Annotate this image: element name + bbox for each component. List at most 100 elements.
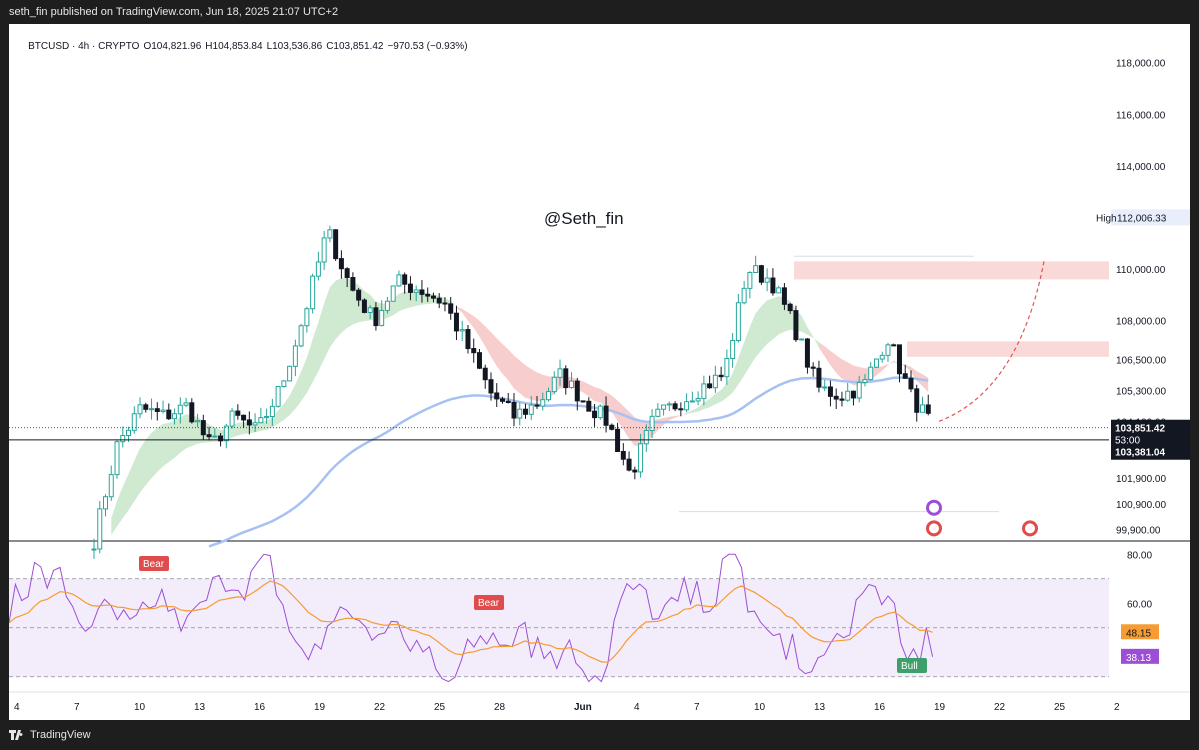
candle-body: [580, 400, 586, 403]
high-value: H104,853.84: [205, 41, 263, 52]
candle-body: [390, 285, 396, 302]
rsi-ma-line: [9, 580, 933, 663]
candle-body: [689, 400, 695, 403]
high-tag-label: High: [1096, 213, 1117, 224]
price-tick-label: 101,900.00: [1116, 474, 1166, 485]
candle-body: [730, 339, 736, 359]
current-price-value: 103,851.42: [1115, 424, 1165, 435]
candle-body: [557, 368, 563, 378]
time-tick-label: 28: [494, 702, 506, 713]
resistance-zone: [907, 341, 1109, 357]
candle-body: [436, 297, 442, 304]
projection-path: [938, 261, 1045, 422]
bull-ribbon: [899, 363, 906, 367]
candle-body: [103, 496, 109, 510]
close-value: C103,851.42: [326, 41, 384, 52]
candle-body: [281, 380, 287, 387]
candle-body: [235, 410, 241, 416]
candle-body: [891, 344, 897, 347]
candle-body: [252, 422, 258, 426]
candle-body: [430, 295, 436, 299]
price-chart[interactable]: 118,000.00 116,000.00 114,000.00 110,000.00…: [9, 24, 1190, 720]
candle-body: [361, 299, 367, 313]
candle-body: [206, 434, 212, 438]
candle-body: [304, 308, 310, 327]
candle-body: [367, 307, 373, 313]
time-tick-label: 13: [194, 702, 206, 713]
candle-body: [919, 404, 925, 413]
candle-body: [615, 428, 621, 452]
candle-body: [258, 417, 264, 424]
candle-body: [229, 410, 235, 427]
publish-header: seth_fin published on TradingView.com, J…: [9, 6, 339, 18]
candle-body: [275, 385, 281, 407]
ohlc-legend: BTCUSD · 4h · CRYPTO O104,821.96 H104,853.…: [17, 30, 472, 63]
candle-body: [695, 397, 701, 402]
price-tick-label: 108,000.00: [1116, 317, 1166, 328]
candle-body: [845, 390, 851, 401]
candle-body: [246, 419, 252, 426]
price-tick-label: 106,500.00: [1116, 355, 1166, 366]
candle-body: [356, 289, 362, 301]
candle-body: [839, 398, 845, 401]
low-value: L103,536.86: [266, 41, 323, 52]
symbol-label: BTCUSD · 4h · CRYPTO: [28, 41, 140, 52]
time-tick-label: 4: [634, 702, 640, 713]
candle-body: [373, 307, 379, 327]
price-tick-label: 105,300.00: [1116, 386, 1166, 397]
candle-body: [114, 441, 120, 476]
candle-body: [597, 405, 603, 419]
brand-label: TradingView: [30, 729, 91, 741]
candle-body: [218, 435, 224, 442]
candle-body: [396, 274, 402, 287]
candle-body: [707, 383, 713, 389]
time-tick-label: 10: [134, 702, 146, 713]
candle-body: [678, 408, 684, 411]
candle-body: [344, 268, 350, 279]
footer-bar: TradingView: [0, 720, 1199, 750]
candle-body: [241, 414, 247, 421]
candle-body: [379, 309, 385, 327]
price-tick-label: 99,900.00: [1116, 526, 1161, 537]
candle-body: [511, 401, 517, 419]
price-tick-label: 116,000.00: [1116, 110, 1166, 121]
candle-body: [546, 391, 552, 401]
time-tick-label: Jun: [574, 702, 592, 713]
bear-ribbon: [456, 306, 681, 446]
candle-body: [758, 265, 764, 283]
bull-ribbon: [813, 336, 819, 348]
candle-body: [672, 403, 678, 410]
candle-body: [643, 429, 649, 445]
bull-signal-badge: [897, 658, 927, 673]
candle-body: [666, 403, 672, 406]
candle-body: [816, 367, 822, 388]
chart-frame[interactable]: 118,000.00 116,000.00 114,000.00 110,000.00…: [9, 24, 1190, 720]
candle-body: [914, 388, 920, 413]
candle-body: [810, 366, 816, 369]
price-tick-label: 114,000.00: [1116, 162, 1166, 173]
candle-body: [747, 272, 753, 289]
candle-body: [787, 303, 793, 312]
rsi-tag: [1121, 648, 1159, 664]
candle-body: [626, 458, 632, 471]
candle-body: [131, 413, 137, 431]
event-icon-inner: [929, 502, 939, 513]
candle-body: [264, 416, 270, 419]
candle-body: [523, 408, 529, 415]
candle-body: [137, 404, 143, 415]
candle-body: [407, 283, 413, 293]
bull-ribbon: [111, 278, 451, 535]
candle-body: [177, 404, 183, 415]
time-tick-label: 7: [694, 702, 700, 713]
candle-body: [321, 237, 327, 263]
tradingview-logo-icon: [9, 729, 25, 741]
candle-body: [223, 425, 229, 442]
event-icon-inner: [929, 523, 939, 534]
time-tick-label: 19: [934, 702, 946, 713]
candle-body: [402, 274, 408, 285]
candle-body: [154, 408, 160, 412]
candle-body: [419, 289, 425, 295]
candle-body: [873, 358, 879, 368]
moving-average-line: [208, 376, 929, 548]
bear-ribbon: [888, 360, 894, 366]
